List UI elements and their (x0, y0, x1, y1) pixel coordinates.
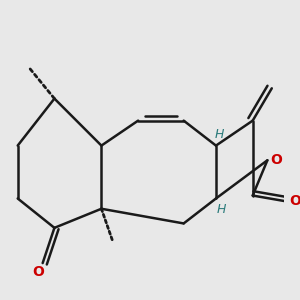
Text: H: H (215, 128, 224, 141)
Text: H: H (217, 203, 226, 216)
Text: O: O (290, 194, 300, 208)
Text: O: O (32, 265, 44, 279)
Text: O: O (271, 153, 282, 167)
